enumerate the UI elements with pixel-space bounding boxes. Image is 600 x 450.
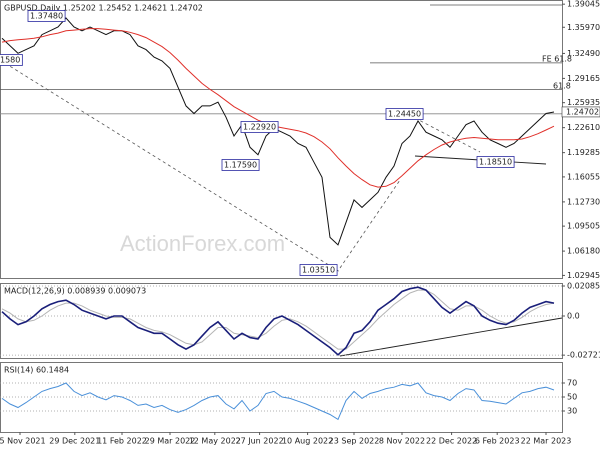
annotation: 1.37480 [30,12,63,21]
annotation: FE 61.8 [542,55,572,64]
series-line [1,289,555,350]
last-price-tag [561,106,600,118]
y-tick-label: 50 [567,393,577,402]
trend-line [0,59,341,273]
x-tick-label: 29 Mar 2022 [145,437,196,446]
y-tick-label: 1.02945 [567,271,600,280]
x-tick-label: 29 Dec 2021 [49,437,100,446]
x-tick-label: 10 Aug 2022 [282,437,333,446]
x-tick-label: 12 May 2022 [189,437,241,446]
panel-title: RSI(14) 60.1484 [4,366,69,375]
y-tick-label: 70 [567,379,577,388]
y-tick-label: 1.35970 [567,23,600,32]
y-tick-label: 1.29165 [567,74,600,83]
y-tick-label: 1.19285 [567,148,600,157]
panel-title: GBPUSD,Daily 1.25202 1.25452 1.24621 1.2… [4,4,203,13]
x-tick-label: 15 Nov 2021 [0,437,46,446]
annotation: 1.18510 [479,158,512,167]
y-tick-label: 1.12730 [567,197,600,206]
annotation-box [240,121,279,133]
annotation-box [221,159,260,171]
annotation-box [27,10,66,22]
y-tick-label: 1.32490 [567,49,600,58]
panel-frame [0,0,563,279]
annotation-box [385,108,424,120]
annotation: 1.24450 [388,110,421,119]
trend-line [414,117,481,153]
series-line [1,382,555,421]
annotation-box [0,54,23,66]
x-tick-label: 8 Nov 2022 [379,437,425,446]
last-price-label: 1.24702 [566,107,599,116]
annotation: 1.22920 [243,123,276,132]
x-tick-label: 22 Dec 2022 [426,437,477,446]
y-tick-label: -0.027213 [567,351,600,360]
watermark: ActionForex.com [120,231,285,256]
x-tick-label: 11 Feb 2022 [97,437,147,446]
trend-line [339,317,563,357]
annotation: 1.03510 [302,266,335,275]
y-tick-label: 1.06180 [567,247,600,256]
annotation: 1580 [0,56,20,65]
panel-frame [0,283,563,359]
y-tick-label: 1.25935 [567,98,600,107]
y-tick-label: 1.16055 [567,172,600,181]
annotation: 61.8 [553,82,571,91]
y-tick-label: 0.0 [567,311,580,320]
y-tick-label: 0.020858 [567,281,600,290]
y-tick-label: 1.39045 [567,0,600,9]
annotation: 1.17590 [224,161,257,170]
series-line [1,286,555,356]
y-tick-label: 30 [567,407,577,416]
y-tick-label: 1.09505 [567,222,600,231]
y-tick-label: 1.22610 [567,123,600,132]
annotation-box [476,156,515,168]
x-tick-label: 22 Mar 2023 [521,437,572,446]
panel-title: MACD(12,26,9) 0.008939 0.009073 [4,287,146,296]
x-tick-label: 6 Feb 2023 [475,437,520,446]
x-tick-label: 27 Jun 2022 [236,437,284,446]
x-tick-label: 23 Sep 2022 [329,437,380,446]
annotation-box [299,264,338,276]
